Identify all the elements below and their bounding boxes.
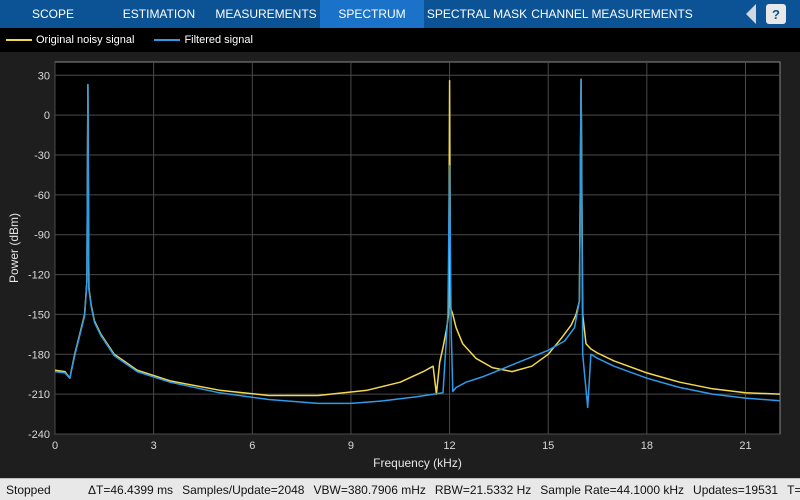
- x-tick-label: 9: [348, 440, 354, 452]
- status-updates: Updates=19531: [693, 482, 779, 497]
- x-tick-label: 15: [542, 440, 554, 452]
- x-axis-label: Frequency (kHz): [373, 456, 462, 470]
- collapse-toolstrip-icon[interactable]: [746, 4, 756, 24]
- tab-estimation[interactable]: ESTIMATION: [122, 7, 196, 21]
- status-delta-t: ΔT=46.4399 ms: [88, 482, 174, 497]
- tab-channel-measurements[interactable]: CHANNEL MEASUREMENTS: [531, 7, 693, 21]
- tab-scope[interactable]: SCOPE: [31, 7, 74, 21]
- y-axis-label: Power (dBm): [7, 213, 21, 283]
- x-tick-labels: 0 3 6 9 12 15 18 21: [52, 440, 752, 452]
- y-tick-labels: 30 0 -30 -60 -90 -120 -150 -180 -210 -240: [28, 70, 50, 441]
- legend-item-filtered[interactable]: Filtered signal: [154, 34, 253, 46]
- status-vbw: VBW=380.7906 mHz: [313, 482, 426, 497]
- spectrum-chart: 30 0 -30 -60 -90 -120 -150 -180 -210 -240 0 3 6 9 12 1…: [7, 61, 781, 470]
- x-tick-label: 0: [52, 440, 58, 452]
- y-tick-label: -120: [28, 270, 50, 282]
- help-area: ?: [746, 0, 800, 28]
- y-tick-label: -240: [28, 429, 50, 441]
- x-tick-label: 6: [249, 440, 255, 452]
- y-tick-label: -150: [28, 309, 50, 321]
- legend-label-original: Original noisy signal: [36, 34, 135, 46]
- y-tick-label: -30: [34, 150, 50, 162]
- status-bar: Stopped ΔT=46.4399 ms Samples/Update=204…: [0, 478, 800, 500]
- status-time: T=907: [787, 482, 800, 497]
- status-state: Stopped: [6, 482, 51, 497]
- y-tick-label: -60: [34, 190, 50, 202]
- series-line-filtered: [54, 78, 781, 409]
- y-tick-label: -90: [34, 230, 50, 242]
- y-tick-label: 0: [44, 110, 50, 122]
- tab-measurements[interactable]: MEASUREMENTS: [215, 7, 317, 21]
- status-sample-rate: Sample Rate=44.1000 kHz: [540, 482, 685, 497]
- help-button[interactable]: ?: [766, 4, 786, 24]
- tab-spectrum[interactable]: SPECTRUM: [320, 0, 424, 28]
- status-samples-per-update: Samples/Update=2048: [182, 482, 305, 497]
- legend-swatch-filtered: [154, 39, 181, 41]
- x-tick-label: 18: [641, 440, 653, 452]
- series-lines: [54, 78, 781, 409]
- legend-item-original[interactable]: Original noisy signal: [6, 34, 134, 46]
- legend-swatch-original: [6, 39, 32, 41]
- toolstrip: SCOPE ESTIMATION MEASUREMENTS SPECTRUM S…: [0, 0, 800, 28]
- x-tick-label: 21: [739, 440, 751, 452]
- x-tick-label: 3: [151, 440, 157, 452]
- axes-background: [54, 61, 781, 435]
- tab-spectral-mask[interactable]: SPECTRAL MASK: [426, 7, 528, 21]
- status-rbw: RBW=21.5332 Hz: [434, 482, 532, 497]
- y-tick-label: 30: [38, 70, 50, 82]
- x-tick-label: 12: [443, 440, 455, 452]
- spectrum-plot-area: 30 0 -30 -60 -90 -120 -150 -180 -210 -240 0 3 6 9 12 1…: [0, 52, 800, 478]
- legend-label-filtered: Filtered signal: [184, 34, 253, 46]
- y-tick-label: -210: [28, 389, 50, 401]
- status-metrics: ΔT=46.4399 ms Samples/Update=2048 VBW=38…: [88, 483, 800, 497]
- legend: Original noisy signal Filtered signal: [0, 28, 800, 52]
- y-tick-label: -180: [28, 349, 50, 361]
